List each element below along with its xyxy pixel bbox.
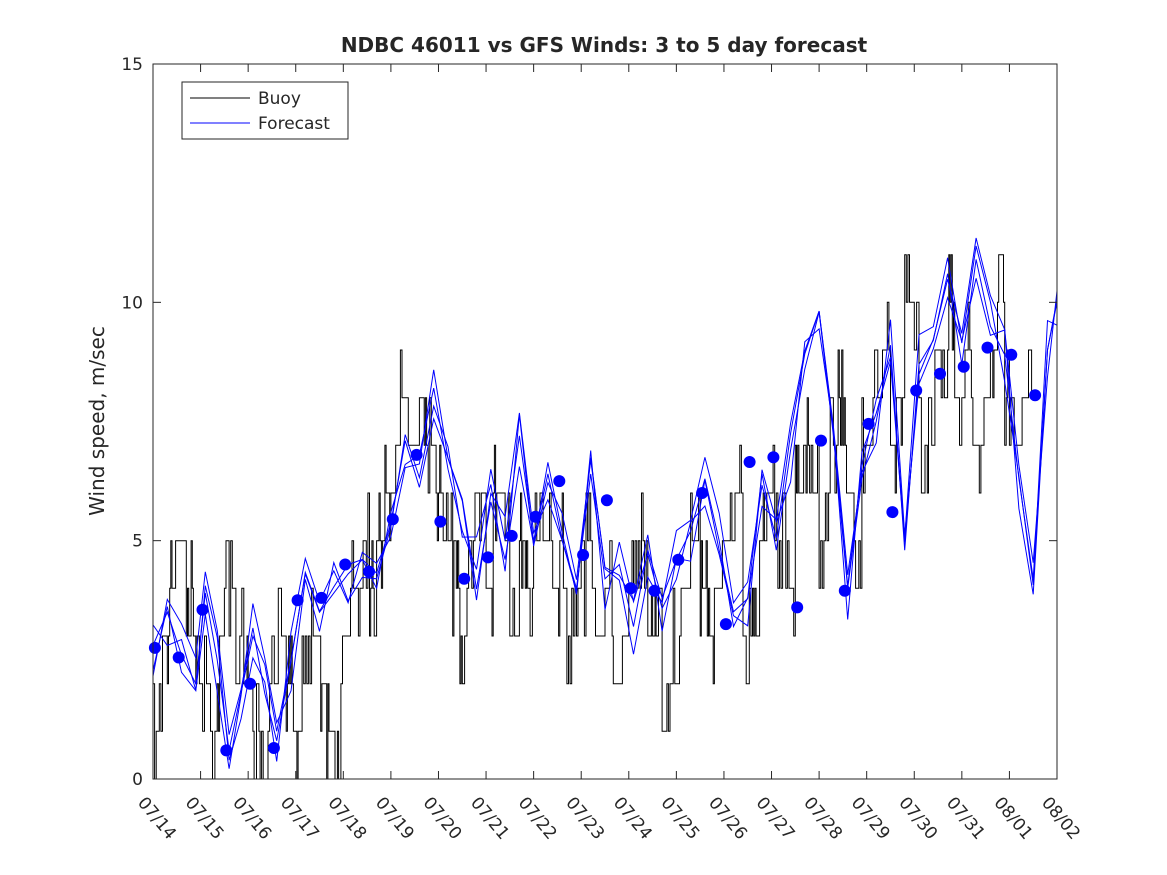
forecast-marker [957,360,970,373]
forecast-series-line-3 [153,245,1057,769]
x-tick-label: 07/27 [752,793,799,843]
legend-entry-buoy: Buoy [258,89,301,109]
forecast-series-line-2 [153,278,1057,762]
x-tick-label: 08/02 [1037,793,1084,843]
x-tick-label: 07/29 [847,793,894,843]
forecast-marker [862,417,875,430]
forecast-marker [196,603,209,616]
y-tick-label: 10 [121,293,143,313]
forecast-marker [339,558,352,571]
x-tick-label: 07/19 [371,793,418,843]
forecast-marker [934,367,946,380]
legend-entry-forecast: Forecast [258,114,330,134]
x-tick-label: 07/14 [133,793,180,843]
forecast-marker [529,510,542,523]
forecast-marker [838,584,851,597]
x-tick-label: 07/25 [657,793,704,843]
y-tick-label: 5 [132,532,143,552]
x-tick-label: 07/15 [181,793,228,843]
forecast-marker [624,582,637,595]
forecast-marker [505,529,518,542]
x-tick-label: 07/17 [276,793,323,843]
x-tick-label: 07/31 [942,793,989,843]
axes-frame [152,63,1058,780]
x-tick-label: 08/01 [990,793,1037,843]
x-tick-label: 07/21 [466,793,513,843]
forecast-marker [743,456,756,468]
forecast-marker [291,594,304,607]
x-tick-label: 07/26 [704,793,751,843]
forecast-marker [1005,348,1018,361]
forecast-marker [910,384,923,397]
forecast-marker [696,487,709,499]
x-tick-label: 07/22 [514,793,561,843]
y-tick-label: 0 [132,770,143,790]
forecast-marker [244,677,257,690]
forecast-marker [767,451,780,464]
forecast-marker [577,549,590,561]
forecast-marker [458,572,471,585]
forecast-marker [363,565,375,578]
forecast-marker [791,601,804,614]
forecast-marker [172,651,185,664]
forecast-marker [553,475,566,488]
y-tick-label: 15 [121,55,143,75]
forecast-marker [981,341,994,354]
x-tick-label: 07/16 [228,793,275,843]
x-tick-label: 07/18 [323,793,370,843]
legend: Buoy Forecast [181,81,349,140]
y-axis-label: Wind speed, m/sec [85,326,109,516]
x-tick-label: 07/24 [609,793,656,843]
forecast-marker [434,515,447,528]
forecast-marker [672,553,685,566]
buoy-series-line [153,254,1034,779]
forecast-marker [267,742,280,754]
legend-box [181,81,349,140]
forecast-marker [410,448,423,461]
chart-title: NDBC 46011 vs GFS Winds: 3 to 5 day fore… [341,33,868,57]
x-tick-label: 07/30 [894,793,941,843]
forecast-marker [648,584,661,597]
forecast-marker [315,591,328,604]
forecast-marker [719,618,732,631]
forecast-marker [220,744,233,757]
forecast-marker [386,513,399,526]
forecast-marker [1029,389,1042,402]
forecast-marker [148,641,161,654]
x-tick-label: 07/28 [799,793,846,843]
plot-area [148,237,1057,779]
forecast-marker [482,551,494,564]
forecast-marker [600,494,613,507]
x-tick-label: 07/20 [419,793,466,843]
forecast-marker [815,434,827,447]
x-tick-label: 07/23 [561,793,608,843]
forecast-marker [886,506,899,519]
